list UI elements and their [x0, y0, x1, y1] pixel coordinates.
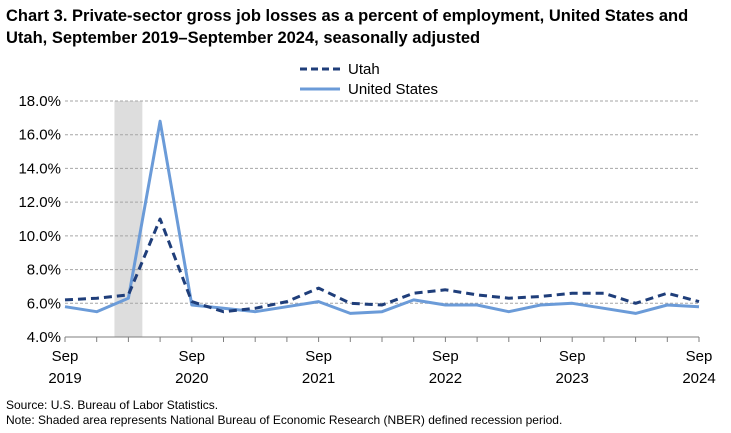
y-tick-label: 6.0% — [27, 295, 61, 312]
chart-title: Chart 3. Private-sector gross job losses… — [6, 7, 689, 47]
legend-item-utah: Utah — [298, 59, 438, 79]
x-tick-label-month: Sep — [686, 348, 713, 365]
x-tick-label-year: 2021 — [302, 370, 335, 387]
x-tick-label-year: 2023 — [556, 370, 589, 387]
source-note: Source: U.S. Bureau of Labor Statistics. — [6, 398, 219, 412]
y-tick-label: 14.0% — [18, 160, 61, 177]
series-line-utah — [64, 217, 700, 314]
x-tick-label-year: 2020 — [175, 370, 208, 387]
y-tick-label: 8.0% — [27, 262, 61, 279]
x-tick-label-month: Sep — [305, 348, 332, 365]
legend-label-united-states: United States — [348, 80, 439, 98]
y-tick-label: 10.0% — [18, 228, 61, 245]
legend-label-utah: Utah — [348, 60, 380, 78]
chart-notes: Source: U.S. Bureau of Labor Statistics.… — [6, 398, 562, 428]
legend: Utah United States — [298, 59, 438, 99]
legend-swatch-utah — [300, 67, 340, 71]
x-tick-label-year: 2019 — [48, 370, 81, 387]
nber-note: Note: Shaded area represents National Bu… — [6, 413, 563, 427]
legend-swatch-united-states — [300, 87, 340, 91]
y-tick-label: 18.0% — [18, 93, 61, 110]
y-tick-label: 16.0% — [18, 127, 61, 144]
series-line-united-states — [64, 119, 700, 315]
y-tick-label: 12.0% — [18, 194, 61, 211]
legend-item-united-states: United States — [298, 79, 438, 99]
x-tick-label-month: Sep — [52, 348, 79, 365]
x-tick-label-year: 2022 — [429, 370, 462, 387]
x-tick-label-month: Sep — [432, 348, 459, 365]
x-tick-label-year: 2024 — [682, 370, 715, 387]
y-tick-label: 4.0% — [27, 329, 61, 346]
x-tick-label-month: Sep — [559, 348, 586, 365]
line-chart: 4.0% 6.0% 8.0% 10.0% 12.0% 14.0% 16.0% 18.0% Sep… — [18, 93, 715, 387]
x-tick-label-month: Sep — [178, 348, 205, 365]
